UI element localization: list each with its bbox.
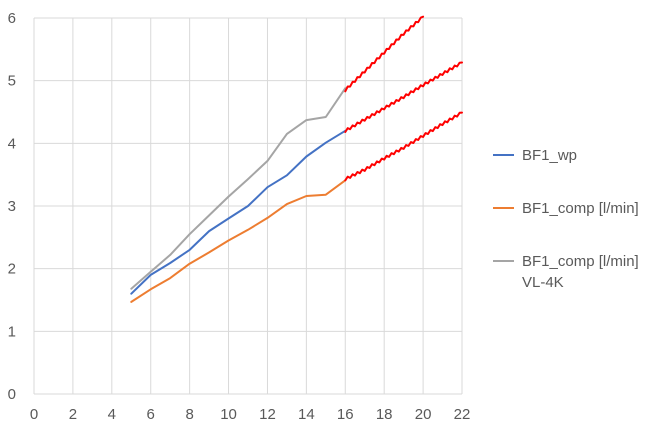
legend: BF1_wp BF1_comp [l/min] BF1_comp [l/min] VL… <box>493 147 639 291</box>
x-tick-label: 6 <box>147 406 155 423</box>
x-tick-label: 10 <box>220 406 237 423</box>
x-tick-label: 8 <box>185 406 193 423</box>
legend-label-3: BF1_comp [l/min] <box>522 253 639 270</box>
extrapolation-line-2 <box>344 61 463 133</box>
y-gridlines <box>34 17 462 395</box>
legend-label-1: BF1_wp <box>522 147 577 164</box>
y-tick-label: 2 <box>8 261 16 278</box>
y-tick-label: 0 <box>8 386 16 403</box>
extrapolation-line-3 <box>344 111 463 182</box>
y-tick-label: 3 <box>8 198 16 215</box>
y-tick-labels: 0 1 2 3 4 5 6 <box>8 10 16 403</box>
x-tick-label: 16 <box>337 406 354 423</box>
x-tick-label: 22 <box>454 406 471 423</box>
y-tick-label: 6 <box>8 10 16 27</box>
x-tick-label: 14 <box>298 406 315 423</box>
series-layer <box>130 87 347 303</box>
x-tick-labels: 0 2 4 6 8 10 12 14 16 18 20 22 <box>30 406 471 423</box>
x-tick-label: 2 <box>69 406 77 423</box>
legend-label-3: VL-4K <box>522 274 564 291</box>
y-tick-label: 1 <box>8 323 16 340</box>
extrapolation-line-1 <box>344 15 425 93</box>
y-tick-label: 4 <box>8 135 16 152</box>
x-tick-label: 20 <box>415 406 432 423</box>
series-line-1 <box>130 129 347 295</box>
y-tick-label: 5 <box>8 73 16 90</box>
x-tick-label: 18 <box>376 406 393 423</box>
x-tick-label: 4 <box>108 406 116 423</box>
series-line-3 <box>130 87 347 290</box>
x-tick-label: 12 <box>259 406 276 423</box>
x-tick-label: 0 <box>30 406 38 423</box>
extrapolation-layer <box>344 15 463 182</box>
legend-label-2: BF1_comp [l/min] <box>522 200 639 217</box>
series-line-2 <box>130 179 347 303</box>
